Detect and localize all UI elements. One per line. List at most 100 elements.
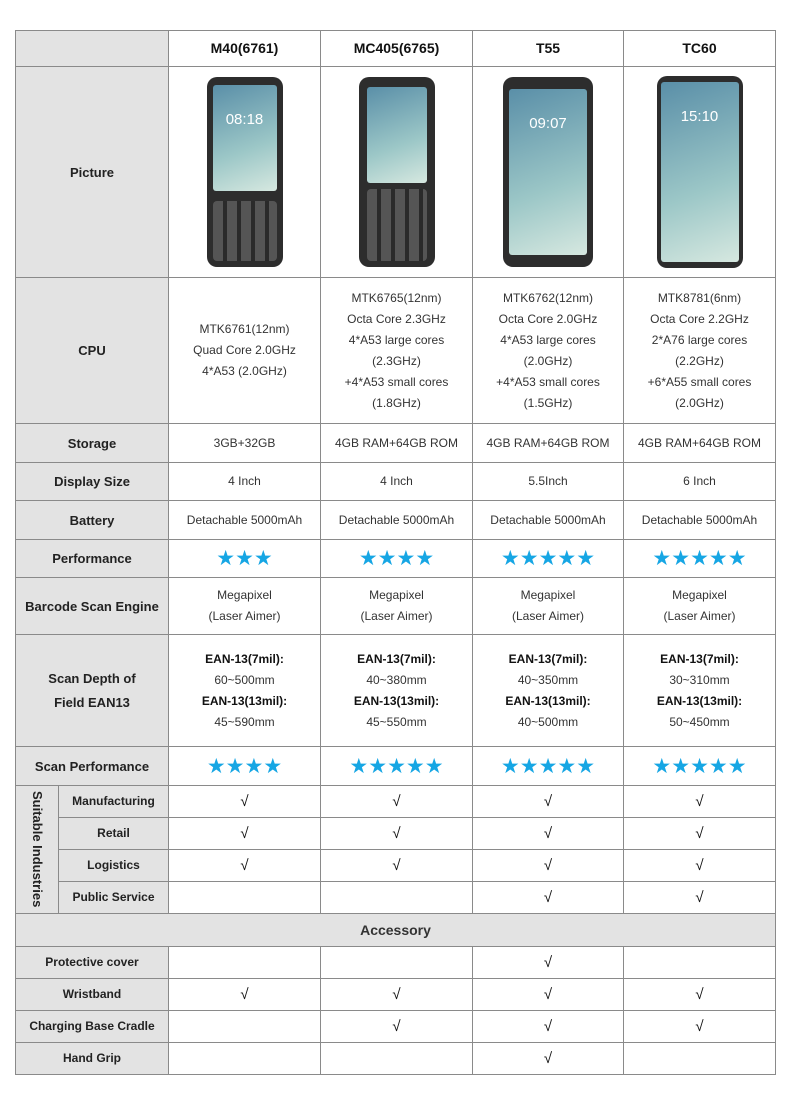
row-label-battery: Battery bbox=[15, 500, 169, 540]
depth-row: Scan Depth of Field EAN13 EAN-13(7mil): 60~… bbox=[15, 634, 776, 747]
accessory-row: Charging Base Cradle √ √ √ bbox=[15, 1010, 776, 1043]
text-line: (1.5GHz) bbox=[523, 395, 573, 410]
text-line: (2.0GHz) bbox=[675, 395, 724, 410]
device-screen: 15:10 bbox=[660, 82, 739, 262]
star-rating: ★★★★★ bbox=[472, 746, 624, 786]
accessory-row: Wristband √ √ √ √ bbox=[15, 978, 776, 1011]
cpu-cell: MTK8781(6nm) Octa Core 2.2GHz 2*A76 large … bbox=[623, 277, 776, 424]
picture-cell: 15:10 bbox=[623, 66, 776, 278]
check-cell bbox=[168, 881, 321, 914]
screen-clock: 09:07 bbox=[529, 115, 567, 132]
display-cell: 4 Inch bbox=[168, 462, 321, 501]
text-line: 2*A76 large cores bbox=[651, 332, 748, 347]
model-header: MC405(6765) bbox=[320, 30, 473, 67]
industry-label: Retail bbox=[58, 817, 169, 850]
text-line: Megapixel bbox=[520, 588, 576, 602]
industry-row: Retail √ √ √ √ bbox=[16, 817, 776, 850]
battery-row: Battery Detachable 5000mAh Detachable 5000… bbox=[15, 500, 776, 540]
text-line: 50~450mm bbox=[669, 714, 730, 729]
star-rating: ★★★★★ bbox=[623, 746, 776, 786]
accessory-row: Protective cover √ bbox=[15, 946, 776, 979]
text-line: Octa Core 2.3GHz bbox=[347, 311, 446, 326]
text-line: (2.2GHz) bbox=[675, 353, 724, 368]
text-line: (Laser Aimer) bbox=[511, 609, 585, 623]
text-line: 4*A53 large cores bbox=[348, 332, 445, 347]
text-line: (Laser Aimer) bbox=[360, 609, 433, 623]
model-header: T55 bbox=[472, 30, 624, 67]
engine-cell: Megapixel (Laser Aimer) bbox=[472, 577, 624, 635]
row-label-engine: Barcode Scan Engine bbox=[15, 577, 169, 635]
accessory-header-row: Accessory bbox=[15, 913, 776, 947]
device-screen: 09:07 bbox=[509, 89, 587, 255]
screen-clock: 15:10 bbox=[680, 108, 719, 125]
text-line: (Laser Aimer) bbox=[208, 609, 281, 623]
text-line: MTK6762(12nm) bbox=[502, 290, 594, 305]
depth-cell: EAN-13(7mil): 40~350mm EAN-13(13mil): 40~50… bbox=[472, 634, 624, 747]
text-line: (2.3GHz) bbox=[372, 353, 421, 368]
check-cell: √ bbox=[168, 849, 321, 882]
check-cell bbox=[623, 1042, 776, 1075]
engine-cell: Megapixel (Laser Aimer) bbox=[623, 577, 776, 635]
screen-clock: 08:18 bbox=[225, 111, 264, 128]
text-line: EAN-13(13mil): bbox=[201, 693, 288, 708]
check-cell: √ bbox=[320, 978, 473, 1011]
text-line: EAN-13(13mil): bbox=[656, 693, 743, 708]
battery-cell: Detachable 5000mAh bbox=[168, 500, 321, 540]
performance-row: Performance ★★★ ★★★★ ★★★★★ ★★★★★ bbox=[15, 539, 776, 578]
check-cell: √ bbox=[472, 785, 624, 818]
storage-cell: 4GB RAM+64GB ROM bbox=[320, 423, 473, 463]
star-rating: ★★★★ bbox=[320, 539, 473, 578]
text-line: (2.0GHz) bbox=[523, 353, 573, 368]
star-rating: ★★★★★ bbox=[472, 539, 624, 578]
battery-cell: Detachable 5000mAh bbox=[472, 500, 624, 540]
storage-cell: 4GB RAM+64GB ROM bbox=[472, 423, 624, 463]
comparison-table: M40(6761) MC405(6765) T55 TC60 Picture 08:18 0… bbox=[15, 30, 776, 1075]
check-cell: √ bbox=[472, 881, 624, 914]
cpu-cell: MTK6762(12nm) Octa Core 2.0GHz 4*A53 large… bbox=[472, 277, 624, 424]
row-label-scan-performance: Scan Performance bbox=[15, 746, 169, 786]
model-header: TC60 bbox=[623, 30, 776, 67]
text-line: (1.8GHz) bbox=[372, 395, 421, 410]
cpu-cell: MTK6765(12nm) Octa Core 2.3GHz 4*A53 large… bbox=[320, 277, 473, 424]
text-line: Octa Core 2.2GHz bbox=[650, 311, 749, 326]
text-line: 4*A53 large cores bbox=[500, 332, 596, 347]
row-label-cpu: CPU bbox=[15, 277, 169, 424]
device-image bbox=[358, 77, 435, 267]
display-cell: 4 Inch bbox=[320, 462, 473, 501]
device-image: 15:10 bbox=[656, 76, 743, 268]
star-rating: ★★★★★ bbox=[320, 746, 473, 786]
text-line: MTK6761(12nm) bbox=[199, 322, 290, 336]
industry-row: Logistics √ √ √ √ bbox=[16, 849, 776, 882]
industry-row: Suitable Industries Manufacturing √ √ √ √ bbox=[15, 785, 776, 914]
check-cell: √ bbox=[623, 817, 776, 850]
text-line: MTK6765(12nm) bbox=[351, 290, 442, 305]
row-label-depth: Scan Depth of Field EAN13 bbox=[15, 634, 169, 747]
industry-label: Public Service bbox=[58, 881, 169, 914]
check-cell: √ bbox=[623, 849, 776, 882]
scan_performance-row: Scan Performance ★★★★ ★★★★★ ★★★★★ ★★★★★ bbox=[15, 746, 776, 786]
keypad bbox=[212, 201, 277, 261]
storage-cell: 3GB+32GB bbox=[168, 423, 321, 463]
engine-cell: Megapixel (Laser Aimer) bbox=[168, 577, 321, 635]
text-line: Scan Depth of bbox=[48, 670, 136, 686]
check-cell: √ bbox=[472, 817, 624, 850]
corner-cell bbox=[15, 30, 169, 67]
text-line: 40~350mm bbox=[517, 672, 579, 687]
row-label-display: Display Size bbox=[15, 462, 169, 501]
display-row: Display Size 4 Inch 4 Inch 5.5Inch 6 Inch bbox=[15, 462, 776, 501]
row-label-performance: Performance bbox=[15, 539, 169, 578]
model-header: M40(6761) bbox=[168, 30, 321, 67]
battery-cell: Detachable 5000mAh bbox=[320, 500, 473, 540]
header-row: M40(6761) MC405(6765) T55 TC60 bbox=[15, 30, 776, 67]
text-line: 60~500mm bbox=[214, 672, 275, 687]
text-line: EAN-13(7mil): bbox=[508, 651, 588, 666]
accessory-label: Hand Grip bbox=[15, 1042, 169, 1075]
check-cell bbox=[168, 1042, 321, 1075]
check-cell: √ bbox=[320, 849, 473, 882]
industry-label: Logistics bbox=[58, 849, 169, 882]
text-line: 45~550mm bbox=[366, 714, 427, 729]
check-cell: √ bbox=[320, 817, 473, 850]
device-image: 09:07 bbox=[503, 77, 593, 267]
check-cell: √ bbox=[168, 817, 321, 850]
text-line: +4*A53 small cores bbox=[496, 374, 600, 389]
